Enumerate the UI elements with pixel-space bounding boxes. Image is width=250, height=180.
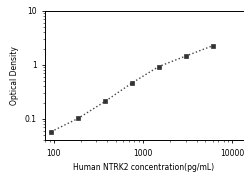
X-axis label: Human NTRK2 concentration(pg/mL): Human NTRK2 concentration(pg/mL) — [73, 163, 214, 172]
Y-axis label: Optical Density: Optical Density — [10, 46, 19, 105]
